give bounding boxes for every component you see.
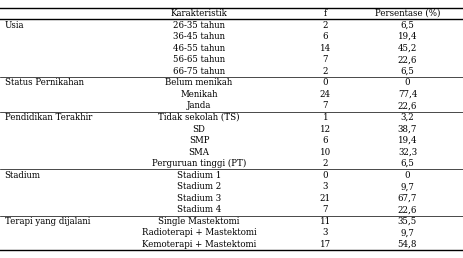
Text: Belum menikah: Belum menikah	[165, 78, 233, 87]
Text: Stadium 3: Stadium 3	[177, 194, 221, 203]
Text: 38,7: 38,7	[398, 125, 417, 133]
Text: Status Pernikahan: Status Pernikahan	[5, 78, 84, 87]
Text: 35,5: 35,5	[398, 217, 417, 226]
Text: 3: 3	[323, 228, 328, 237]
Text: 2: 2	[323, 67, 328, 76]
Text: Tidak sekolah (TS): Tidak sekolah (TS)	[158, 113, 240, 122]
Text: 22,6: 22,6	[398, 101, 417, 110]
Text: Janda: Janda	[187, 101, 211, 110]
Text: 6,5: 6,5	[400, 21, 414, 30]
Text: 6: 6	[323, 136, 328, 145]
Text: 7: 7	[323, 55, 328, 64]
Text: SMA: SMA	[188, 148, 210, 157]
Text: SD: SD	[193, 125, 206, 133]
Text: 6,5: 6,5	[400, 159, 414, 168]
Text: 14: 14	[319, 44, 331, 53]
Text: 32,3: 32,3	[398, 148, 417, 157]
Text: 3,2: 3,2	[400, 113, 414, 122]
Text: 2: 2	[323, 159, 328, 168]
Text: Stadium: Stadium	[5, 171, 41, 180]
Text: 46-55 tahun: 46-55 tahun	[173, 44, 225, 53]
Text: 67,7: 67,7	[398, 194, 417, 203]
Text: Perguruan tinggi (PT): Perguruan tinggi (PT)	[152, 159, 246, 168]
Text: 19,4: 19,4	[398, 136, 417, 145]
Text: 56-65 tahun: 56-65 tahun	[173, 55, 225, 64]
Text: 66-75 tahun: 66-75 tahun	[173, 67, 225, 76]
Text: 7: 7	[323, 101, 328, 110]
Text: 9,7: 9,7	[400, 182, 414, 191]
Text: 19,4: 19,4	[398, 32, 417, 41]
Text: 77,4: 77,4	[398, 90, 417, 99]
Text: 0: 0	[322, 171, 328, 180]
Text: 21: 21	[319, 194, 331, 203]
Text: 45,2: 45,2	[398, 44, 417, 53]
Text: 3: 3	[323, 182, 328, 191]
Text: Single Mastektomi: Single Mastektomi	[158, 217, 240, 226]
Text: 0: 0	[405, 78, 410, 87]
Text: 10: 10	[319, 148, 331, 157]
Text: 26-35 tahun: 26-35 tahun	[173, 21, 225, 30]
Text: Pendidikan Terakhir: Pendidikan Terakhir	[5, 113, 92, 122]
Text: Karakteristik: Karakteristik	[171, 9, 227, 18]
Text: Stadium 4: Stadium 4	[177, 205, 221, 214]
Text: f: f	[324, 9, 327, 18]
Text: 11: 11	[319, 217, 331, 226]
Text: Kemoterapi + Mastektomi: Kemoterapi + Mastektomi	[142, 240, 256, 249]
Text: 2: 2	[323, 21, 328, 30]
Text: 22,6: 22,6	[398, 55, 417, 64]
Text: Stadium 1: Stadium 1	[177, 171, 221, 180]
Text: 24: 24	[320, 90, 331, 99]
Text: 54,8: 54,8	[398, 240, 417, 249]
Text: Terapi yang dijalani: Terapi yang dijalani	[5, 217, 90, 226]
Text: 9,7: 9,7	[400, 228, 414, 237]
Text: SMP: SMP	[189, 136, 209, 145]
Text: 36-45 tahun: 36-45 tahun	[173, 32, 225, 41]
Text: 17: 17	[319, 240, 331, 249]
Text: 0: 0	[322, 78, 328, 87]
Text: Usia: Usia	[5, 21, 24, 30]
Text: 1: 1	[322, 113, 328, 122]
Text: Radioterapi + Mastektomi: Radioterapi + Mastektomi	[142, 228, 257, 237]
Text: 6,5: 6,5	[400, 67, 414, 76]
Text: 12: 12	[319, 125, 331, 133]
Text: Stadium 2: Stadium 2	[177, 182, 221, 191]
Text: Persentase (%): Persentase (%)	[375, 9, 440, 18]
Text: 0: 0	[405, 171, 410, 180]
Text: Menikah: Menikah	[181, 90, 218, 99]
Text: 7: 7	[323, 205, 328, 214]
Text: 22,6: 22,6	[398, 205, 417, 214]
Text: 6: 6	[323, 32, 328, 41]
